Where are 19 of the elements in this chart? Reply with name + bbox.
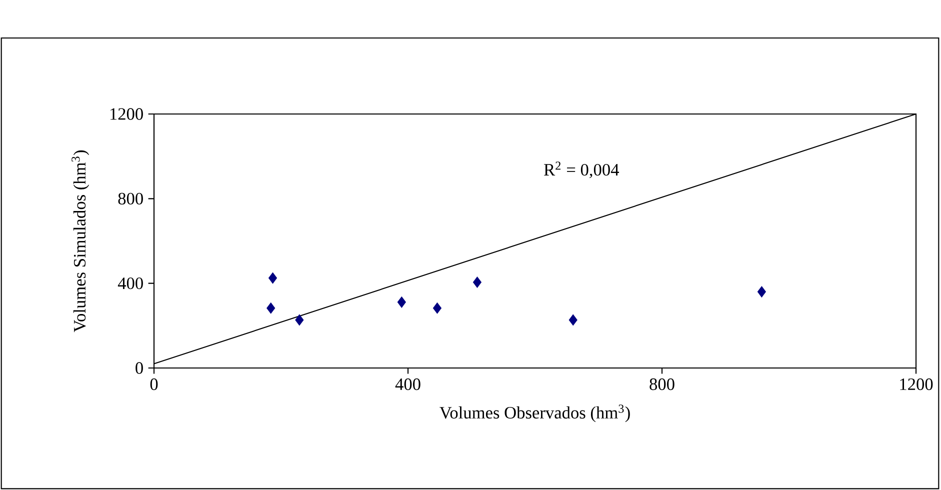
x-axis-title: Volumes Observados (hm$^{3}$) xyxy=(440,404,630,422)
point xyxy=(757,286,766,298)
y-tick-label: 1200 xyxy=(110,108,143,120)
x-tick-label: 400 xyxy=(395,378,420,390)
point xyxy=(397,296,406,308)
x-tick-label: 1200 xyxy=(900,378,933,390)
point xyxy=(568,314,578,326)
x-tick-label: 0 xyxy=(150,378,158,390)
point xyxy=(432,302,442,314)
annotation: R$^{2}$ = 0,004 xyxy=(544,162,620,178)
y-tick-label: 800 xyxy=(118,192,143,205)
y-axis-title: Volumes Simulados (hm$^{3}$) xyxy=(72,150,90,332)
y-tick-label: 400 xyxy=(118,277,143,290)
point xyxy=(472,276,482,288)
y-tick-label: 0 xyxy=(136,362,143,374)
point xyxy=(295,314,304,326)
x-tick-label: 800 xyxy=(650,378,674,390)
point xyxy=(268,272,278,284)
point xyxy=(266,302,276,314)
